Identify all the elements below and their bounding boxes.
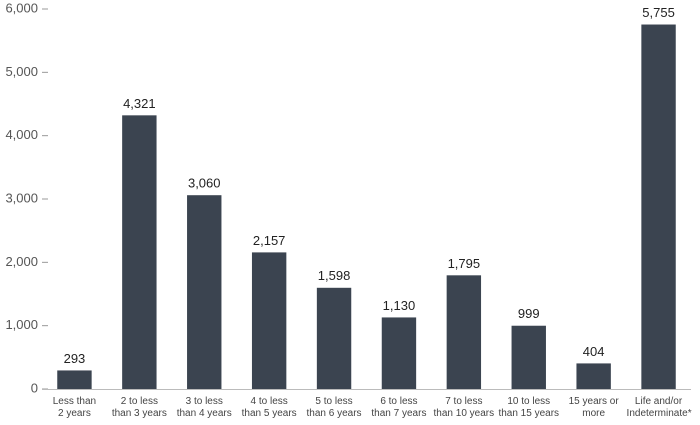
- bar: [251, 252, 287, 389]
- x-tick-label: Less than 2 years: [52, 396, 97, 419]
- y-tick-label: 3,000: [5, 190, 38, 205]
- x-tick-label: Life and/or Indeterminate*: [626, 396, 692, 419]
- x-tick-label: 3 to less than 4 years: [176, 396, 232, 419]
- bar: [316, 287, 352, 389]
- bar: [641, 24, 676, 390]
- value-label: 1,598: [318, 268, 351, 283]
- x-tick-label: 15 years or more: [568, 396, 619, 419]
- bar: [576, 363, 611, 389]
- y-tick-label: 1,000: [5, 317, 38, 332]
- y-tick-label: 4,000: [5, 127, 38, 142]
- value-label: 5,755: [642, 5, 675, 20]
- bar: [446, 275, 482, 389]
- value-label: 1,130: [383, 298, 416, 313]
- value-label: 293: [64, 351, 86, 366]
- value-label: 4,321: [123, 96, 156, 111]
- value-label: 2,157: [253, 233, 286, 248]
- y-tick-label: 0: [31, 380, 38, 395]
- y-tick-label: 2,000: [5, 254, 38, 269]
- value-label: 404: [583, 344, 605, 359]
- x-tick-label: 10 to less than 15 years: [498, 396, 560, 419]
- value-label: 1,795: [448, 256, 481, 271]
- x-tick-label: 6 to less than 7 years: [371, 396, 427, 419]
- y-tick-label: 6,000: [5, 0, 38, 15]
- x-tick-label: 2 to less than 3 years: [111, 396, 167, 419]
- value-label: 3,060: [188, 176, 221, 191]
- x-tick-label: 7 to less than 10 years: [433, 396, 495, 419]
- x-tick-label: 4 to less than 5 years: [241, 396, 297, 419]
- y-tick-label: 5,000: [5, 64, 38, 79]
- bar: [187, 195, 222, 389]
- x-tick-label: 5 to less than 6 years: [306, 396, 362, 419]
- bar: [122, 115, 157, 389]
- bar: [381, 317, 417, 389]
- value-label: 999: [518, 306, 540, 321]
- bar: [511, 325, 546, 389]
- bar: [57, 370, 92, 389]
